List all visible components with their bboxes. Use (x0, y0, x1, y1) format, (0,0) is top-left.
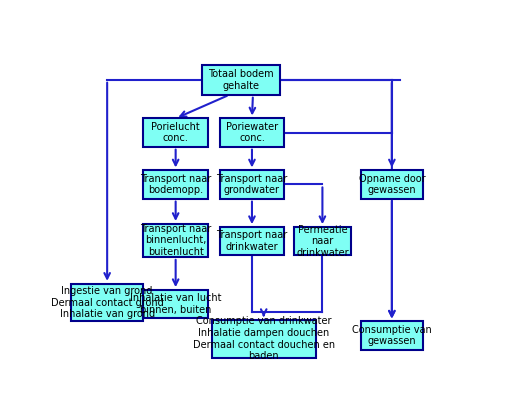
FancyBboxPatch shape (220, 170, 284, 199)
FancyBboxPatch shape (202, 65, 280, 95)
Text: Consumptie van drinkwater
Inhalatie dampen douchen
Dermaal contact douchen en
ba: Consumptie van drinkwater Inhalatie damp… (192, 317, 335, 361)
Text: Consumptie van
gewassen: Consumptie van gewassen (352, 325, 432, 346)
FancyBboxPatch shape (143, 118, 208, 147)
Text: Poriewater
conc.: Poriewater conc. (226, 122, 278, 143)
FancyBboxPatch shape (361, 170, 423, 199)
FancyBboxPatch shape (220, 227, 284, 255)
Text: Transport naar
drinkwater: Transport naar drinkwater (216, 230, 287, 252)
Text: Permeatie
naar
drinkwater: Permeatie naar drinkwater (296, 225, 349, 258)
Text: Opname door
gewassen: Opname door gewassen (359, 174, 425, 196)
FancyBboxPatch shape (143, 290, 208, 318)
FancyBboxPatch shape (212, 320, 316, 358)
Text: Transport naar
binnenlucht,
buitenlucht: Transport naar binnenlucht, buitenlucht (140, 224, 211, 257)
FancyBboxPatch shape (143, 224, 208, 257)
FancyBboxPatch shape (361, 321, 423, 350)
Text: Porielucht
conc.: Porielucht conc. (152, 122, 200, 143)
Text: Ingestie van grond
Dermaal contact grond
Inhalatie van grond: Ingestie van grond Dermaal contact grond… (51, 286, 164, 319)
FancyBboxPatch shape (143, 170, 208, 199)
FancyBboxPatch shape (294, 227, 351, 255)
Text: Transport naar
bodemopp.: Transport naar bodemopp. (140, 174, 211, 196)
Text: Transport naar
grondwater: Transport naar grondwater (216, 174, 287, 196)
FancyBboxPatch shape (71, 284, 143, 321)
Text: Totaal bodem
gehalte: Totaal bodem gehalte (209, 69, 274, 90)
FancyBboxPatch shape (220, 118, 284, 147)
Text: Inhalatie van lucht
binnen, buiten: Inhalatie van lucht binnen, buiten (130, 293, 221, 315)
